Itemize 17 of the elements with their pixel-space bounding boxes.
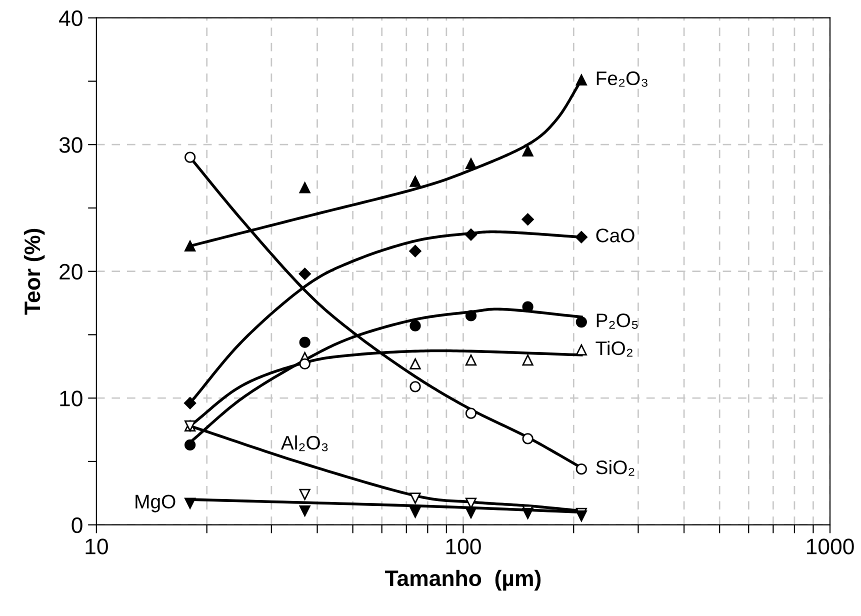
x-tick-label: 100 xyxy=(446,538,481,554)
y-tick-label: 40 xyxy=(59,10,82,26)
y-tick-label: 0 xyxy=(72,517,82,534)
y-tick-label: 10 xyxy=(60,390,82,406)
x-tick-label: 10 xyxy=(86,538,108,554)
series-label: SiO₂ xyxy=(596,460,634,476)
y-tick-label: 20 xyxy=(60,264,82,280)
series-label: MgO xyxy=(136,494,176,512)
text: Al₂O₃ xyxy=(280,435,328,452)
x-tick-label: 1000 xyxy=(806,538,854,554)
y-tick-label: 30 xyxy=(59,137,82,153)
y-axis-title: Teor (%) xyxy=(24,228,45,315)
series-label: P₂O₅ xyxy=(596,313,638,329)
series-label: TiO₂ xyxy=(596,340,632,357)
series-label: CaO xyxy=(596,228,634,242)
series-label: Fe₂O₃ xyxy=(596,71,648,87)
x-axis-title: Tamanho (µm) xyxy=(385,570,541,591)
